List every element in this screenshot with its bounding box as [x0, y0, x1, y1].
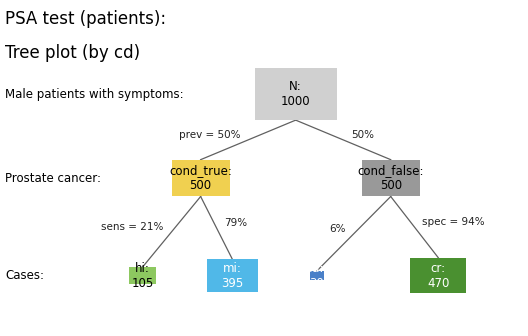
- Text: sens = 21%: sens = 21%: [101, 222, 164, 232]
- Text: Prostate cancer:: Prostate cancer:: [5, 172, 101, 184]
- Text: prev = 50%: prev = 50%: [179, 130, 240, 140]
- Text: PSA test (patients):: PSA test (patients):: [5, 10, 166, 28]
- Text: spec = 94%: spec = 94%: [422, 217, 485, 227]
- Text: cr:
470: cr: 470: [427, 261, 449, 290]
- Text: hi:
105: hi: 105: [131, 261, 154, 290]
- Text: fa:
30: fa: 30: [309, 261, 325, 290]
- Text: N:
1000: N: 1000: [281, 80, 310, 108]
- Text: cond_true:
500: cond_true: 500: [169, 164, 232, 192]
- Text: mi:
395: mi: 395: [221, 261, 243, 290]
- Text: 50%: 50%: [351, 130, 374, 140]
- FancyBboxPatch shape: [310, 271, 324, 280]
- FancyBboxPatch shape: [362, 160, 420, 197]
- FancyBboxPatch shape: [255, 68, 337, 120]
- FancyBboxPatch shape: [129, 267, 156, 284]
- FancyBboxPatch shape: [206, 259, 258, 292]
- FancyBboxPatch shape: [410, 258, 466, 293]
- Text: Cases:: Cases:: [5, 269, 44, 282]
- Text: Tree plot (by cd): Tree plot (by cd): [5, 44, 140, 62]
- Text: 6%: 6%: [329, 224, 346, 234]
- Text: Male patients with symptoms:: Male patients with symptoms:: [5, 88, 184, 100]
- Text: cond_false:
500: cond_false: 500: [357, 164, 424, 192]
- FancyBboxPatch shape: [172, 160, 230, 197]
- Text: 79%: 79%: [224, 218, 248, 228]
